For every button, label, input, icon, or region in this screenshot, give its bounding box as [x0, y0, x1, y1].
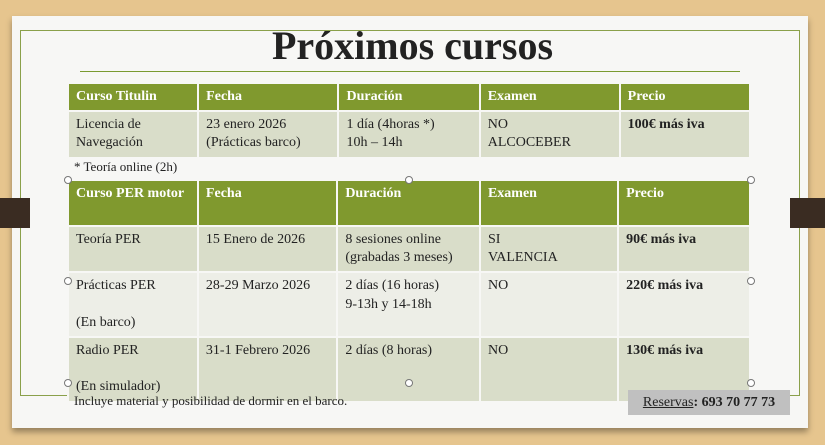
table-cell: Teoría PER	[67, 224, 199, 274]
theory-note: * Teoría online (2h)	[74, 159, 178, 174]
table-cell: 8 sesiones online (grabadas 3 meses)	[336, 224, 481, 274]
table-row: Teoría PER 15 Enero de 2026 8 sesiones onl…	[67, 224, 751, 274]
table-cell: 23 enero 2026 (Prácticas barco)	[197, 110, 340, 159]
column-header: Curso PER motor	[67, 179, 199, 227]
reservas-label: Reservas	[642, 395, 694, 410]
resize-handle[interactable]	[64, 379, 72, 387]
reservas-box: Reservas: 693 70 77 73	[628, 390, 790, 415]
column-header: Fecha	[197, 81, 340, 113]
table-cell: NO ALCOCEBER	[478, 110, 621, 159]
resize-handle[interactable]	[405, 379, 413, 387]
right-tab-decoration	[790, 198, 825, 228]
reservas-phone: : 693 70 77 73	[693, 395, 776, 410]
table-cell: 15 Enero de 2026	[196, 224, 339, 274]
resize-handle[interactable]	[747, 176, 755, 184]
table-row: Radio PER (En simulador) 31-1 Febrero 202…	[67, 335, 751, 403]
table-cell: 90€ más iva	[617, 224, 751, 274]
table-cell: 2 días (8 horas)	[336, 335, 481, 403]
resize-handle[interactable]	[64, 277, 72, 285]
titulin-table: Curso Titulin Fecha Duración Examen Precio Li…	[66, 81, 752, 159]
column-header: Duración	[337, 81, 481, 113]
footer-note: Incluye material y posibilidad de dormir…	[74, 393, 348, 408]
table-cell: NO	[478, 335, 620, 403]
table-cell: 28-29 Marzo 2026	[196, 271, 339, 338]
title-divider	[80, 71, 740, 72]
column-header: Precio	[617, 179, 751, 227]
table-cell: 220€ más iva	[617, 271, 751, 338]
column-header: Examen	[478, 81, 621, 113]
table-cell: SI VALENCIA	[478, 224, 620, 274]
resize-handle[interactable]	[64, 176, 72, 184]
column-header: Examen	[478, 179, 620, 227]
table-cell: 31-1 Febrero 2026	[196, 335, 339, 403]
resize-handle[interactable]	[747, 277, 755, 285]
per-table[interactable]: Curso PER motor Fecha Duración Examen Precio…	[67, 179, 751, 403]
column-header: Duración	[336, 179, 481, 227]
table-row: Prácticas PER (En barco) 28-29 Marzo 2026…	[67, 271, 751, 338]
table-cell: Prácticas PER (En barco)	[67, 271, 199, 338]
column-header: Fecha	[196, 179, 339, 227]
column-header: Curso Titulin	[66, 81, 200, 113]
table-cell: 1 día (4horas *) 10h – 14h	[337, 110, 481, 159]
table-cell: 100€ más iva	[618, 110, 752, 159]
table-cell: 2 días (16 horas) 9-13h y 14-18h	[336, 271, 481, 338]
table-cell: NO	[478, 271, 620, 338]
page-title: Próximos cursos	[271, 23, 554, 68]
resize-handle[interactable]	[747, 379, 755, 387]
table-cell: Radio PER (En simulador)	[67, 335, 199, 403]
table-row: Licencia de Navegación 23 enero 2026 (Prá…	[66, 110, 752, 159]
resize-handle[interactable]	[405, 176, 413, 184]
column-header: Precio	[618, 81, 752, 113]
left-tab-decoration	[0, 198, 30, 228]
table-cell: Licencia de Navegación	[66, 110, 200, 159]
